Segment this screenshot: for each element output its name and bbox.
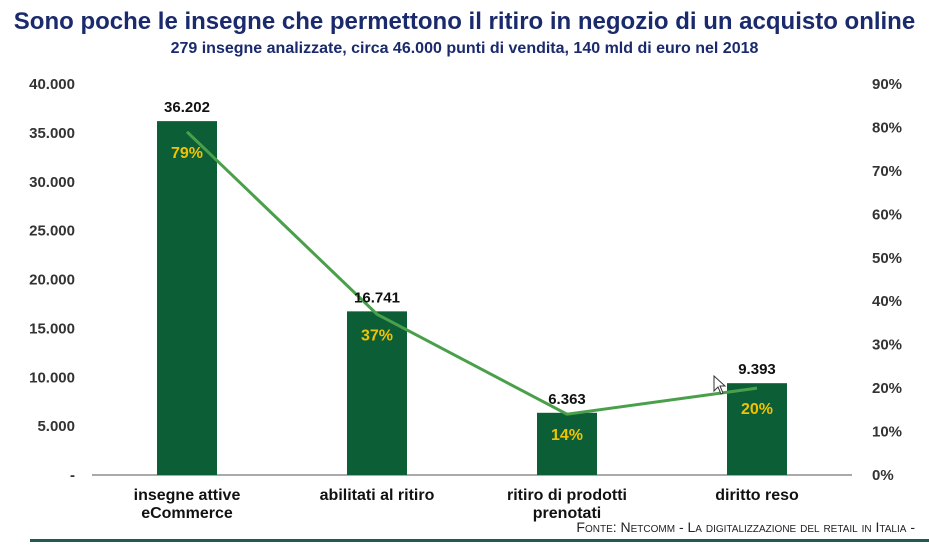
category-label: diritto reso (715, 487, 799, 504)
right-axis-tick-label: 80% (872, 119, 902, 136)
right-axis-tick-label: 70% (872, 163, 902, 180)
right-axis-tick-label: 40% (872, 293, 902, 310)
category-label: ritiro di prodotti (507, 487, 627, 504)
bar-value-labels: 36.202 16.741 6.363 9.393 (164, 99, 776, 408)
category-label: insegne attive (134, 487, 241, 504)
bar-series (157, 121, 787, 475)
source-note: Fonte: Netcomm - La digitalizzazione del… (576, 519, 915, 535)
percentage-labels: 79% 37% 14% 20% (171, 145, 773, 444)
right-axis-tick-label: 0% (872, 467, 894, 484)
left-axis-tick-label: 25.000 (29, 223, 75, 240)
left-axis-tick-label: 30.000 (29, 174, 75, 191)
bar-value-label: 36.202 (164, 99, 210, 116)
left-axis: - 5.000 10.000 15.000 20.000 25.000 30.000 35.0… (29, 76, 75, 484)
bar-value-label: 6.363 (548, 391, 586, 408)
percentage-line (185, 130, 758, 416)
percentage-label: 20% (741, 401, 773, 418)
left-axis-tick-label: 10.000 (29, 369, 75, 386)
bar-value-label: 9.393 (738, 361, 776, 378)
right-axis-tick-label: 20% (872, 380, 902, 397)
percentage-label: 14% (551, 427, 583, 444)
left-axis-tick-label: - (70, 467, 75, 484)
percentage-line-series (185, 130, 758, 416)
left-axis-tick-label: 35.000 (29, 125, 75, 142)
footer-rule (30, 539, 929, 542)
bar-value-label: 16.741 (354, 289, 400, 306)
chart-subtitle: 279 insegne analizzate, circa 46.000 pun… (170, 40, 759, 57)
right-axis-tick-label: 90% (872, 76, 902, 93)
bar (727, 383, 787, 475)
bar (157, 121, 217, 475)
mouse-cursor-icon (713, 374, 727, 395)
left-axis-tick-label: 40.000 (29, 76, 75, 93)
right-axis-tick-label: 50% (872, 250, 902, 267)
bar (347, 311, 407, 475)
right-axis-tick-label: 10% (872, 424, 902, 441)
right-axis-tick-label: 30% (872, 337, 902, 354)
chart-title: Sono poche le insegne che permettono il … (13, 8, 916, 35)
right-axis: 0% 10% 20% 30% 40% 50% 60% 70% 80% 90% (872, 76, 902, 484)
percentage-label: 79% (171, 145, 203, 162)
bar (537, 412, 597, 475)
category-label: abilitati al ritiro (320, 487, 435, 504)
left-axis-tick-label: 15.000 (29, 320, 75, 337)
right-axis-tick-label: 60% (872, 206, 902, 223)
category-label: prenotati (533, 505, 601, 522)
category-label: eCommerce (141, 505, 233, 522)
left-axis-tick-label: 20.000 (29, 272, 75, 289)
left-axis-tick-label: 5.000 (37, 418, 75, 435)
percentage-label: 37% (361, 327, 393, 344)
